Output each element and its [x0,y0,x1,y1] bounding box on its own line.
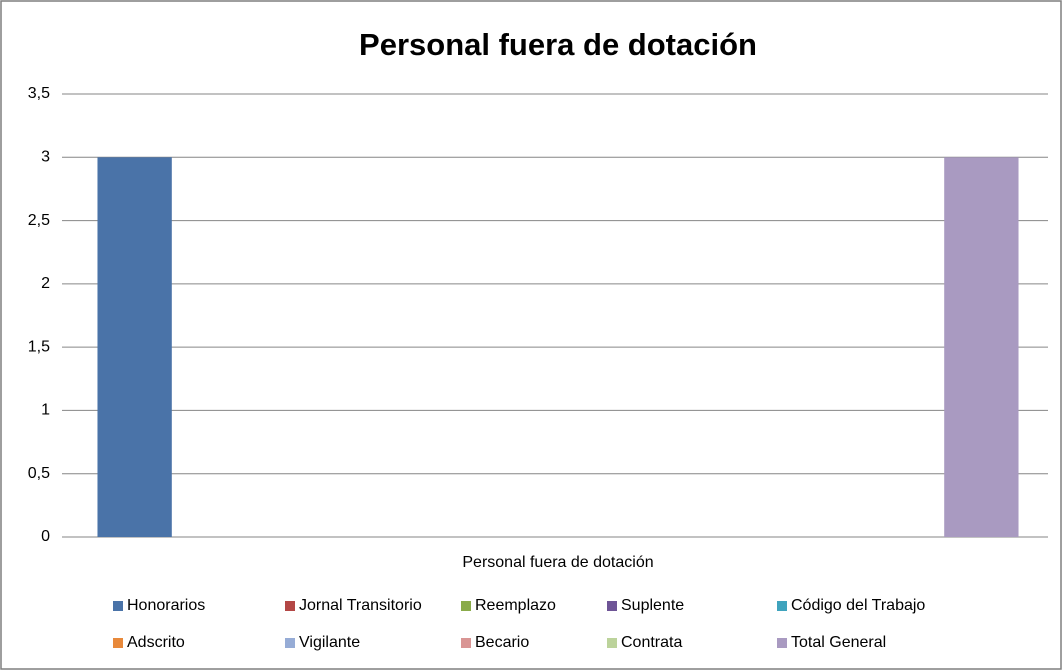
legend-swatch [285,638,295,648]
y-tick-label: 2,5 [28,212,50,229]
legend-swatch [777,638,787,648]
legend-label: Becario [475,634,529,651]
bar [944,157,1019,538]
y-tick-label: 0 [41,528,50,545]
legend-label: Honorarios [127,597,205,614]
y-tick-label: 2 [41,275,50,292]
legend-swatch [113,601,123,611]
legend-label: Vigilante [299,634,360,651]
legend-swatch [461,601,471,611]
legend-label: Contrata [621,634,682,651]
bar [97,157,172,538]
legend-swatch [777,601,787,611]
y-tick-label: 3,5 [28,85,50,102]
y-tick-label: 1,5 [28,338,50,355]
legend-label: Reemplazo [475,597,556,614]
legend-swatch [461,638,471,648]
x-tick-label: Personal fuera de dotación [462,554,653,571]
y-tick-label: 3 [41,149,50,166]
legend-label: Suplente [621,597,684,614]
legend-swatch [607,601,617,611]
chart-title: Personal fuera de dotación [359,27,757,62]
legend-swatch [113,638,123,648]
legend-swatch [607,638,617,648]
legend-swatch [285,601,295,611]
legend-label: Adscrito [127,634,185,651]
legend-label: Código del Trabajo [791,597,925,614]
y-tick-label: 1 [41,402,50,419]
y-tick-label: 0,5 [28,465,50,482]
legend-label: Jornal Transitorio [299,597,422,614]
legend-label: Total General [791,634,886,651]
